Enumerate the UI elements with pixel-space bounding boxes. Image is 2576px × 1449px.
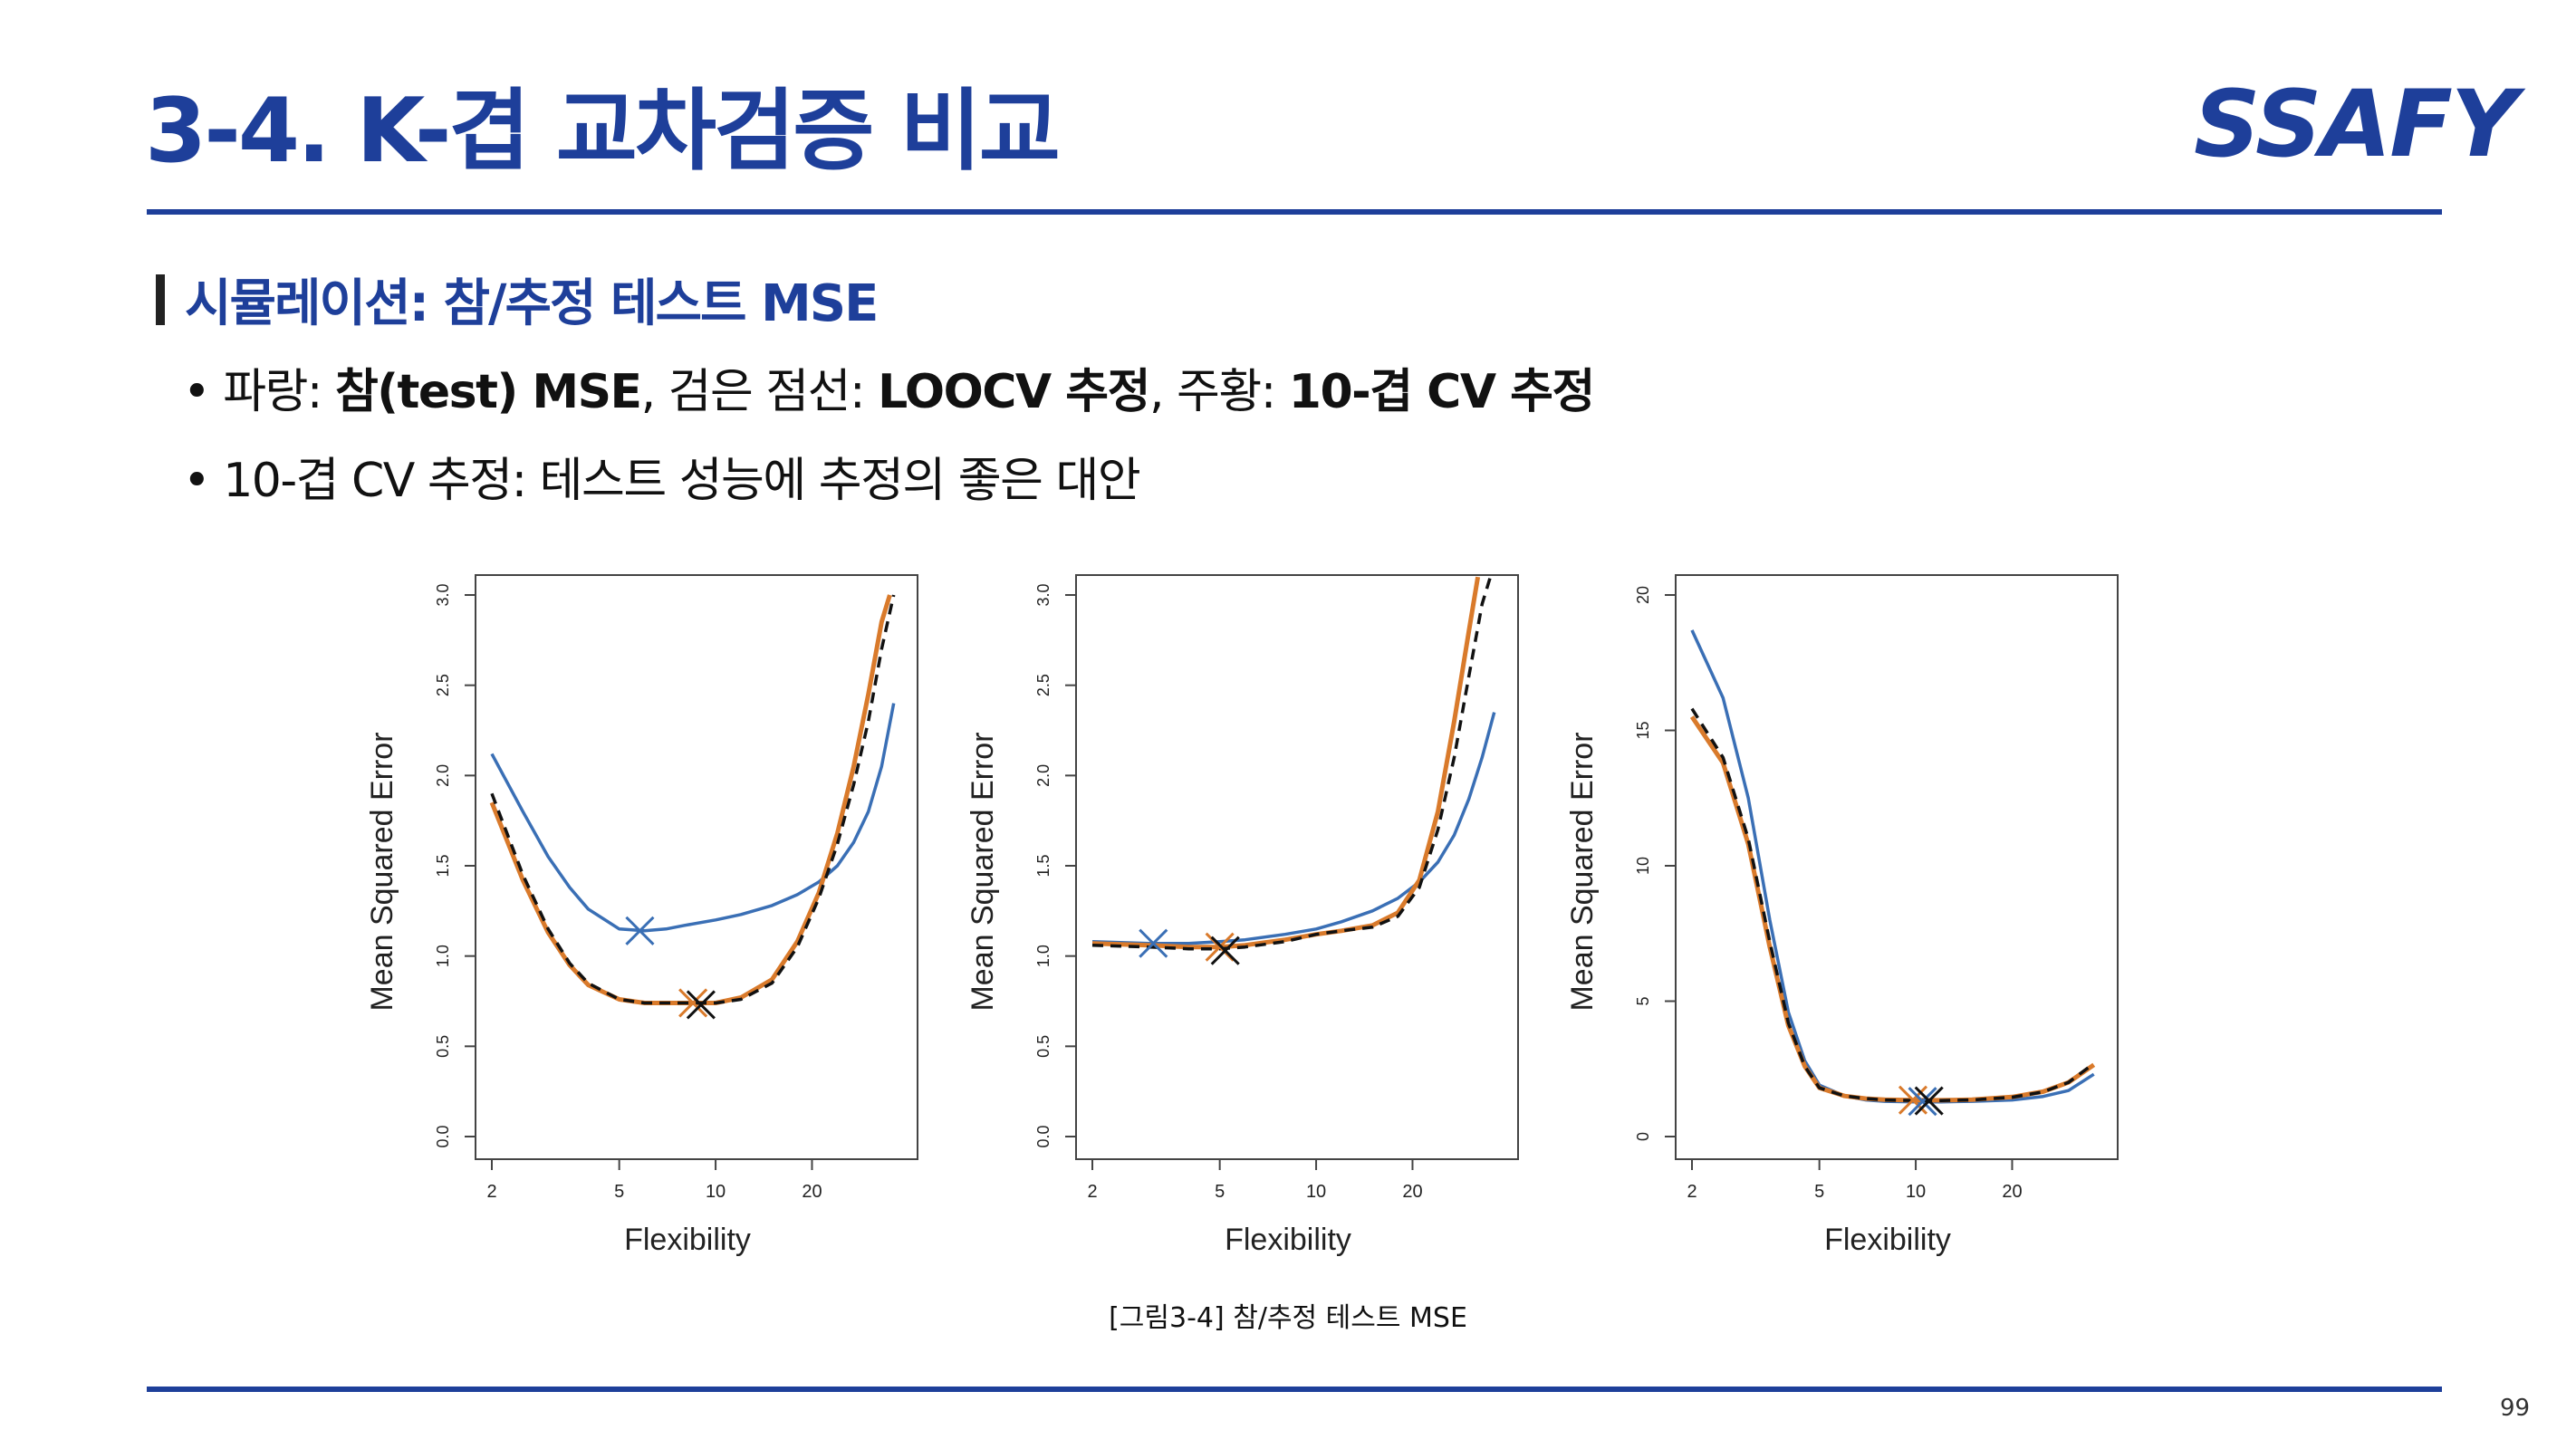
x-axis-label: Flexibility — [624, 1223, 751, 1257]
series-line-cv10 — [489, 594, 892, 1005]
min-marker-stroke — [1139, 928, 1168, 958]
x-tick-label: 2 — [1687, 1182, 1697, 1202]
min-marker-stroke — [1908, 1087, 1937, 1117]
series-line-loocv — [490, 594, 896, 1005]
y-tick-label: 0.5 — [1034, 1035, 1053, 1058]
y-tick-label: 10 — [1634, 857, 1652, 875]
min-marker-stroke — [1898, 1085, 1928, 1115]
section-heading: 시뮬레이션: 참/추정 테스트 MSE — [156, 263, 879, 336]
min-marker-loocv — [686, 990, 716, 1020]
x-tick-label: 5 — [614, 1182, 624, 1202]
min-marker-stroke — [1914, 1086, 1944, 1116]
chart-panel-1: 0.0 0.5 1.0 1.5 2.0 2.5 3.0 2 5 10 20 Flexibility Me… — [365, 574, 918, 1257]
plot-frame — [475, 574, 918, 1160]
figure-caption: [그림3-4] 참/추정 테스트 MSE — [1109, 1302, 1467, 1334]
series-line-cv10 — [1091, 576, 1481, 950]
y-tick-label: 1.5 — [434, 854, 452, 877]
x-axis-label: Flexibility — [1225, 1223, 1351, 1257]
x-tick-label: 2 — [1087, 1182, 1097, 1202]
bullet-bold-text: 참(test) MSE — [334, 365, 642, 419]
section-heading-text: 시뮬레이션: 참/추정 테스트 MSE — [185, 274, 879, 333]
bullet-bold-text: 10-겹 CV 추정 — [1288, 365, 1596, 419]
series-line-true — [490, 703, 896, 933]
bullet-legend: • 파랑: 참(test) MSE, 검은 점선: LOOCV 추정, 주황: … — [183, 353, 1596, 421]
plot-frame — [1675, 574, 2119, 1160]
ssafy-logo: SSAFY — [2194, 71, 2518, 178]
y-tick-label: 3.0 — [1034, 583, 1053, 606]
min-marker-true — [1908, 1087, 1937, 1117]
bullet-text: , 검은 점선: — [640, 365, 879, 419]
y-axis-label: Mean Squared Error — [966, 732, 1000, 1011]
y-tick-label: 5 — [1634, 996, 1652, 1005]
x-tick-label: 20 — [2002, 1182, 2022, 1202]
x-tick-label: 10 — [1306, 1182, 1326, 1202]
series-line-loocv — [1091, 576, 1493, 951]
y-tick-label: 0 — [1634, 1132, 1652, 1141]
min-marker-stroke — [1210, 936, 1240, 965]
min-marker-loocv — [1914, 1086, 1944, 1116]
y-tick-label: 0.0 — [1034, 1125, 1053, 1147]
y-tick-label: 1.5 — [1034, 854, 1053, 877]
page-number: 99 — [2500, 1395, 2531, 1422]
bullet-bold-text: LOOCV 추정 — [878, 365, 1150, 419]
y-tick-label: 2.0 — [434, 764, 452, 787]
min-marker-loocv — [1210, 936, 1240, 965]
bullet-text: , 주황: — [1149, 365, 1289, 419]
y-tick-label: 15 — [1634, 721, 1652, 739]
chart-panel-2: 0.0 0.5 1.0 1.5 2.0 2.5 3.0 2 5 10 20 Flexibility Me… — [966, 574, 1519, 1257]
y-tick-label: 2.0 — [1034, 764, 1053, 787]
x-tick-label: 5 — [1814, 1182, 1824, 1202]
x-tick-label: 10 — [706, 1182, 726, 1202]
x-tick-label: 20 — [1402, 1182, 1422, 1202]
y-tick-label: 2.5 — [1034, 674, 1053, 696]
series-line-cv10 — [1689, 715, 2096, 1103]
min-marker-true — [625, 916, 655, 945]
section-marker — [156, 273, 165, 325]
min-marker-stroke — [686, 990, 716, 1020]
series-line-true — [1091, 712, 1496, 945]
page-title: 3-4. K-겹 교차검증 비교 — [145, 80, 1061, 183]
y-tick-label: 3.0 — [434, 583, 452, 606]
y-tick-label: 0.5 — [434, 1035, 452, 1058]
min-marker-stroke — [625, 916, 655, 945]
footer-divider — [147, 1387, 2442, 1392]
y-tick-label: 1.0 — [1034, 945, 1053, 967]
y-tick-label: 1.0 — [434, 945, 452, 967]
min-marker-stroke — [678, 988, 708, 1018]
plot-frame — [1075, 574, 1519, 1160]
x-tick-label: 10 — [1906, 1182, 1926, 1202]
series-line-loocv — [1690, 707, 2095, 1102]
y-tick-label: 0.0 — [434, 1125, 452, 1147]
header-divider — [147, 209, 2442, 215]
y-axis-label: Mean Squared Error — [1565, 732, 1600, 1011]
bullet-conclusion: • 10-겹 CV 추정: 테스트 성능에 추정의 좋은 대안 — [183, 454, 1141, 508]
y-axis-label: Mean Squared Error — [365, 732, 399, 1011]
bullet-text: • 파랑: — [183, 365, 335, 419]
x-tick-label: 2 — [486, 1182, 496, 1202]
min-marker-true — [1139, 928, 1168, 958]
y-tick-label: 20 — [1634, 586, 1652, 604]
min-marker-cv10 — [678, 988, 708, 1018]
x-axis-label: Flexibility — [1824, 1223, 1951, 1257]
x-tick-label: 20 — [802, 1182, 822, 1202]
x-tick-label: 5 — [1215, 1182, 1225, 1202]
y-tick-label: 2.5 — [434, 674, 452, 696]
